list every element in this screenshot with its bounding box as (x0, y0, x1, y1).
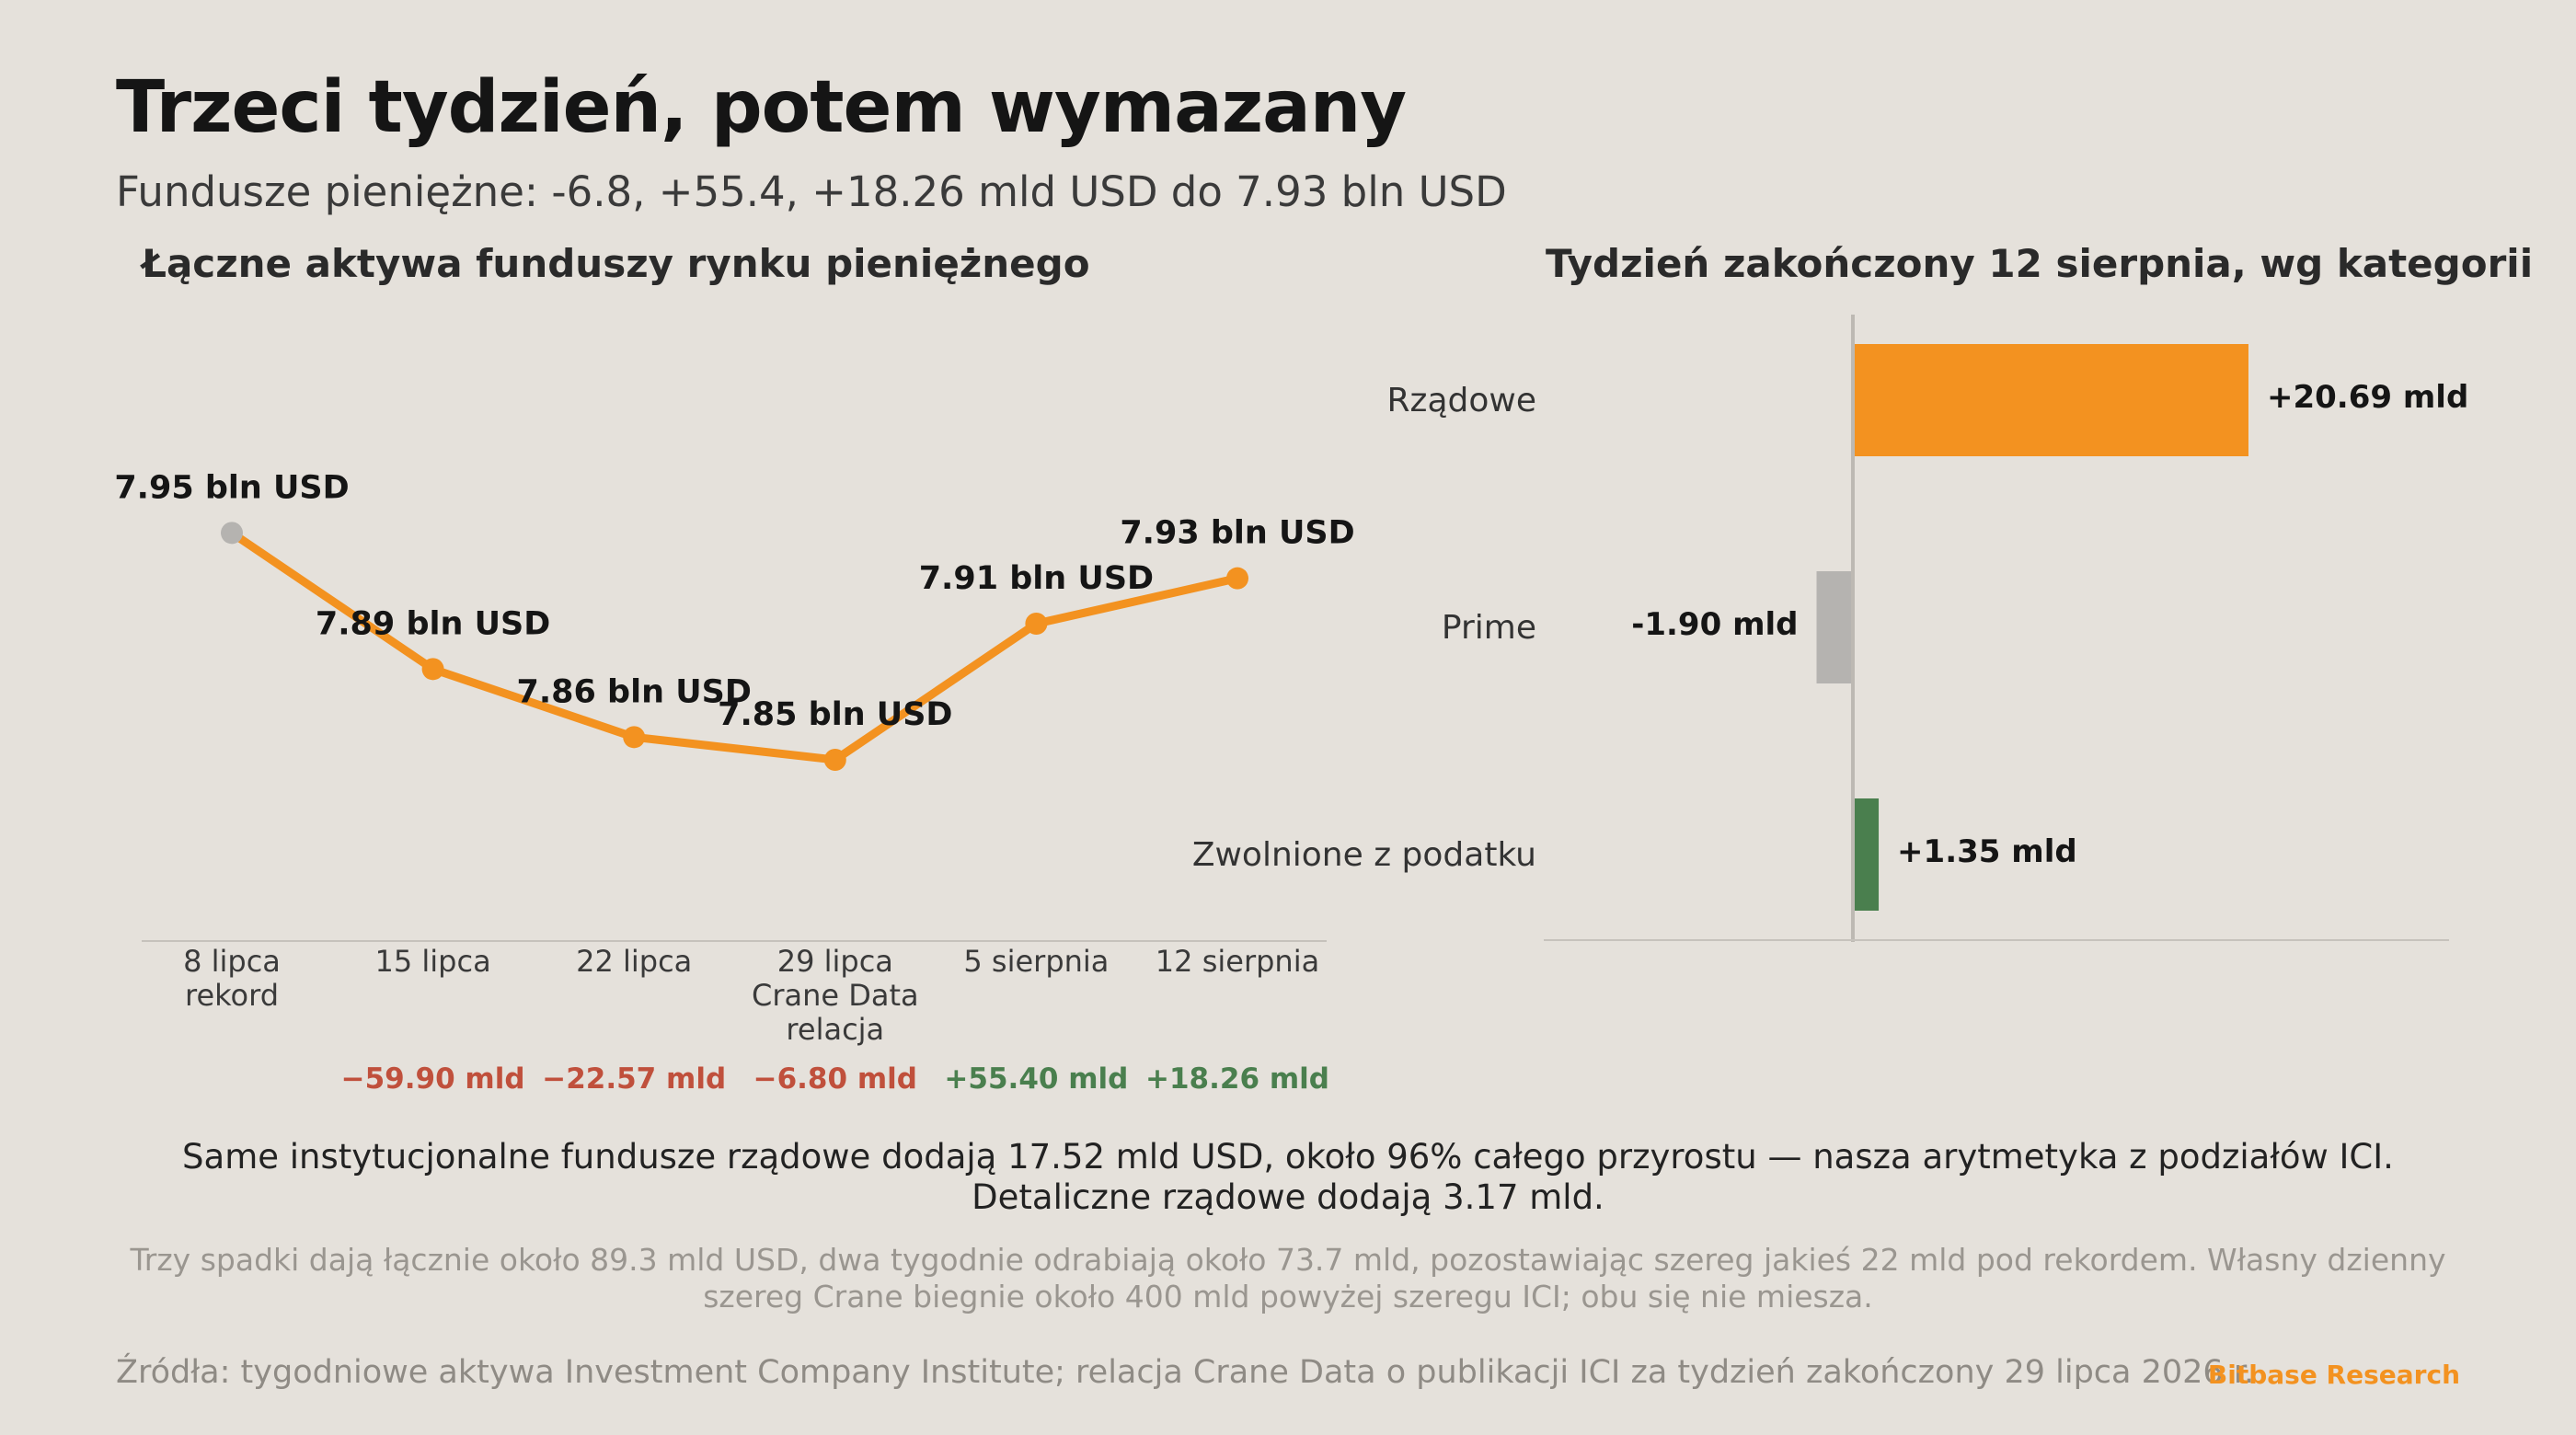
data-point (1226, 567, 1248, 590)
x-tick-label: relacja (786, 1012, 884, 1047)
main-note: Same instytucjonalne fundusze rządowe do… (182, 1137, 2394, 1217)
line-chart-title: Łączne aktywa funduszy rynku pieniężnego (142, 241, 1090, 286)
weekly-change-label: −59.90 mld (341, 1062, 525, 1096)
x-tick-label: 29 lipca (777, 944, 893, 979)
weekly-change-label: −6.80 mld (753, 1062, 917, 1096)
x-tick-label: Crane Data (752, 978, 919, 1013)
secondary-note: Trzy spadki dają łącznie około 89.3 mld … (130, 1242, 2446, 1314)
x-tick-label: 22 lipca (576, 944, 692, 979)
data-point (221, 522, 243, 545)
bar-chart: Rządowe +20.69 mld Prime -1.90 mld Zwolnione… (1192, 315, 2468, 942)
value-label: -1.90 mld (1631, 606, 1798, 643)
value-label: +20.69 mld (2267, 379, 2468, 416)
data-label: 7.91 bln USD (919, 560, 1154, 597)
x-tick-label: rekord (185, 978, 279, 1013)
page-subtitle: Fundusze pieniężne: -6.8, +55.4, +18.26 … (116, 167, 1507, 216)
data-point (421, 658, 444, 681)
data-label: 7.89 bln USD (316, 605, 550, 642)
weekly-change-label: −22.57 mld (542, 1062, 726, 1096)
category-label: Prime (1442, 609, 1536, 647)
series-line (227, 528, 1242, 764)
data-point (1025, 613, 1048, 635)
data-point (823, 749, 846, 771)
weekly-change-label: +55.40 mld (944, 1062, 1128, 1096)
page-title: Trzeci tydzień, potem wymazany (116, 66, 1407, 149)
value-label: +1.35 mld (1897, 833, 2077, 870)
data-label: 7.85 bln USD (718, 696, 952, 733)
bar-chart-title: Tydzień zakończony 12 sierpnia, wg kateg… (1546, 241, 2534, 286)
data-label: 7.95 bln USD (114, 469, 349, 506)
category-label: Rządowe (1387, 382, 1536, 419)
bar (1853, 344, 2248, 456)
category-label: Zwolnione z podatku (1192, 836, 1536, 874)
x-tick-label: 15 lipca (375, 944, 491, 979)
brand-label: Bitbase Research (2207, 1360, 2460, 1390)
data-label: 7.93 bln USD (1120, 515, 1354, 552)
bar (1816, 571, 1853, 683)
x-tick-label: 5 sierpnia (963, 944, 1109, 979)
source-note: Źródła: tygodniowe aktywa Investment Com… (116, 1354, 2255, 1391)
x-tick-label: 8 lipca (183, 944, 281, 979)
x-tick-label: 12 sierpnia (1156, 944, 1319, 979)
data-label: 7.86 bln USD (517, 673, 752, 710)
bar (1853, 798, 1880, 911)
data-point (623, 726, 646, 749)
weekly-change-label: +18.26 mld (1145, 1062, 1329, 1096)
